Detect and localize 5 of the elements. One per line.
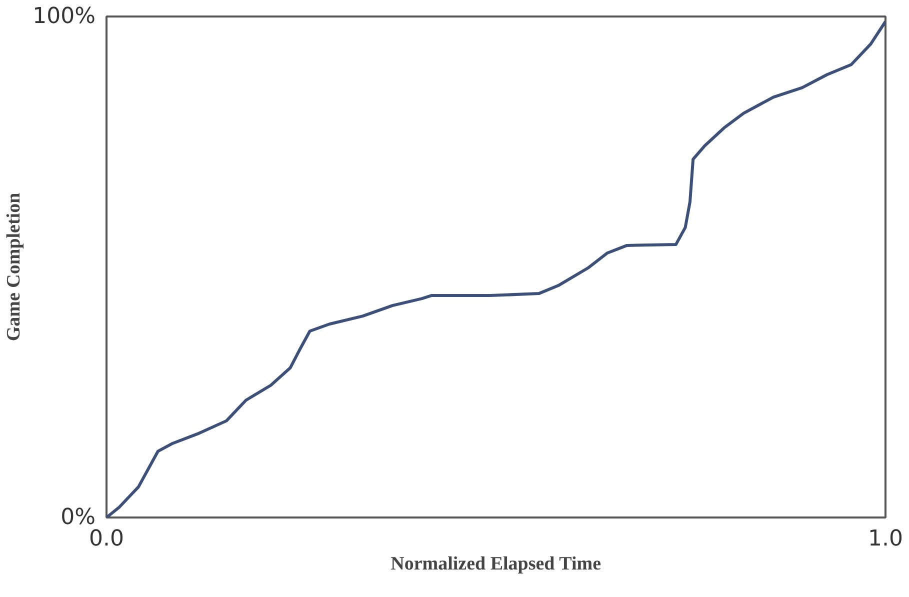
x-axis-title: Normalized Elapsed Time [390,554,602,574]
y-tick-label: 100% [32,4,96,29]
line-series [106,20,886,518]
x-tick-label: 1.0 [868,526,904,552]
y-axis-title: Game Completion [4,192,25,342]
